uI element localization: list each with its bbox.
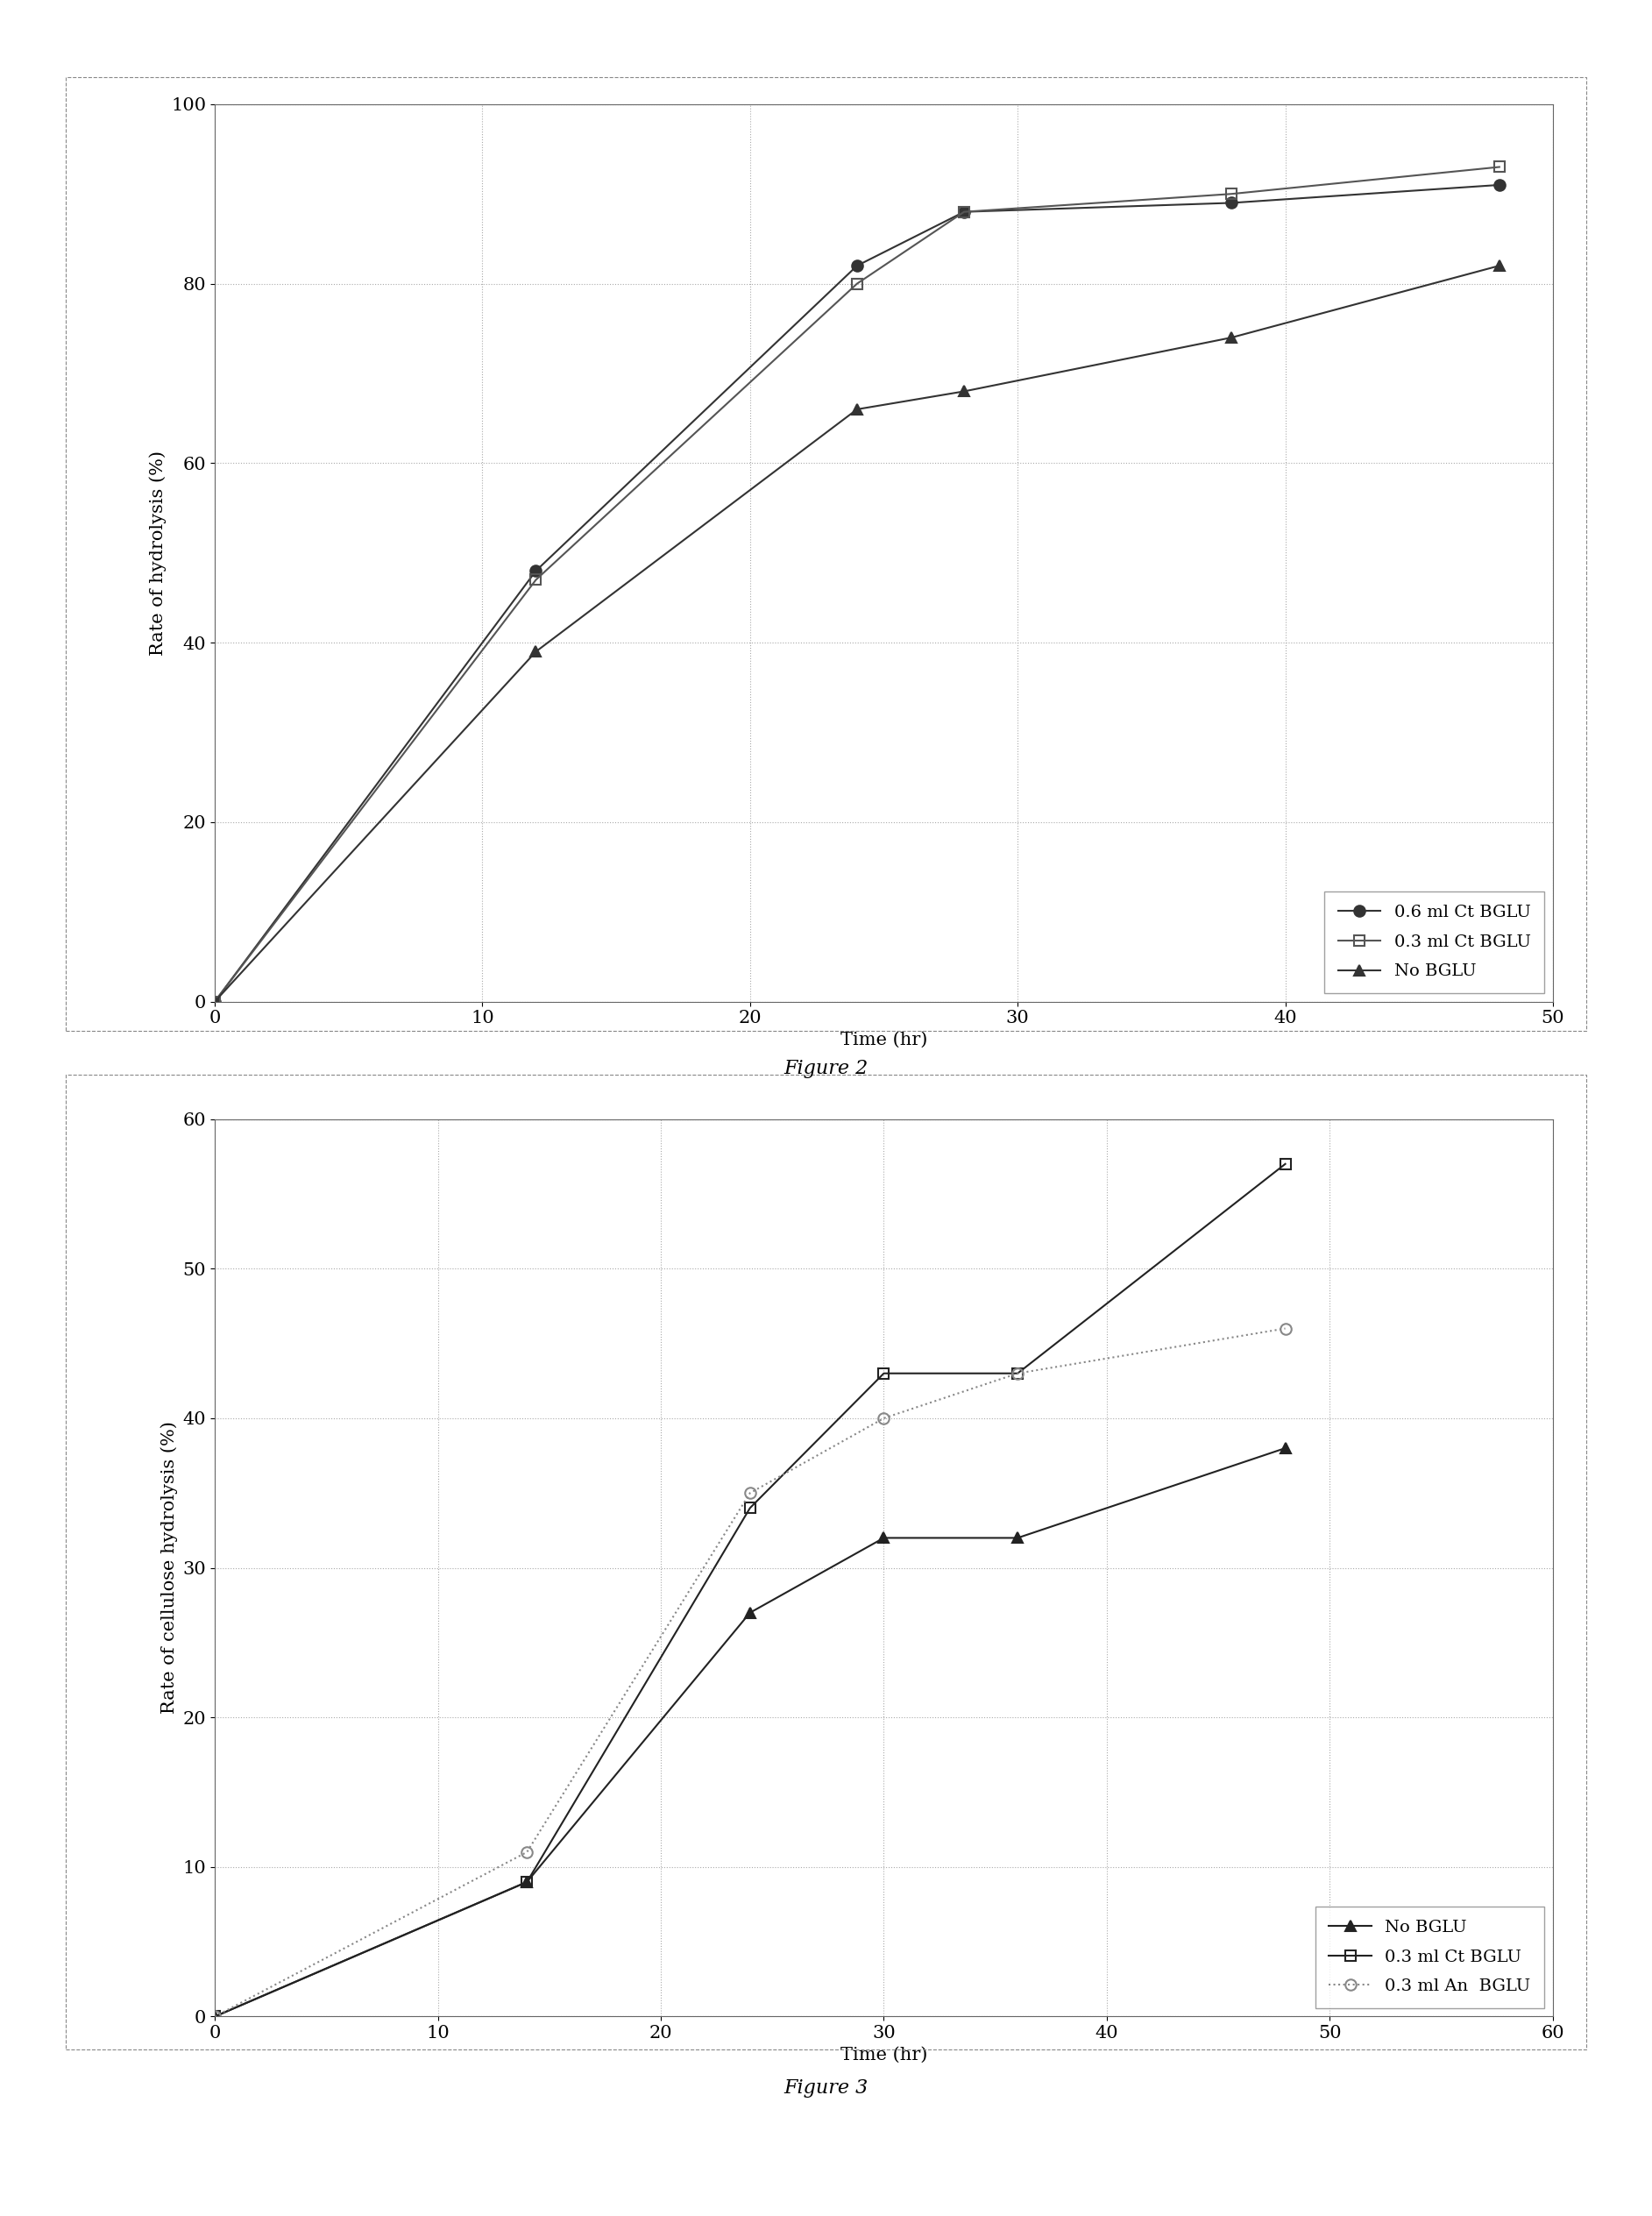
0.3 ml Ct BGLU	[1008, 1361, 1028, 1387]
0.3 ml Ct BGLU	[1275, 1150, 1295, 1177]
X-axis label: Time (hr): Time (hr)	[841, 2048, 927, 2063]
0.3 ml Ct BGLU	[517, 1868, 537, 1895]
0.3 ml Ct BGLU	[847, 270, 867, 297]
0.6 ml Ct BGLU	[1490, 171, 1510, 197]
0.3 ml An  BGLU	[1008, 1361, 1028, 1387]
No BGLU	[517, 1868, 537, 1895]
No BGLU	[1222, 324, 1242, 350]
0.3 ml An  BGLU	[205, 2003, 225, 2030]
0.3 ml Ct BGLU	[525, 567, 545, 594]
0.6 ml Ct BGLU	[205, 988, 225, 1015]
0.6 ml Ct BGLU	[1222, 191, 1242, 217]
0.3 ml An  BGLU	[517, 1839, 537, 1866]
0.3 ml Ct BGLU	[205, 2003, 225, 2030]
0.6 ml Ct BGLU	[955, 199, 975, 226]
0.3 ml An  BGLU	[740, 1480, 760, 1507]
No BGLU	[847, 397, 867, 423]
0.3 ml Ct BGLU	[1490, 153, 1510, 179]
No BGLU	[1008, 1525, 1028, 1551]
0.3 ml An  BGLU	[1275, 1316, 1295, 1343]
Line: 0.3 ml An  BGLU: 0.3 ml An BGLU	[210, 1323, 1290, 2021]
Legend: No BGLU, 0.3 ml Ct BGLU, 0.3 ml An  BGLU: No BGLU, 0.3 ml Ct BGLU, 0.3 ml An BGLU	[1315, 1906, 1545, 2008]
0.3 ml Ct BGLU	[740, 1494, 760, 1520]
Line: No BGLU: No BGLU	[210, 1443, 1290, 2021]
Legend: 0.6 ml Ct BGLU, 0.3 ml Ct BGLU, No BGLU: 0.6 ml Ct BGLU, 0.3 ml Ct BGLU, No BGLU	[1325, 891, 1545, 993]
Y-axis label: Rate of hydrolysis (%): Rate of hydrolysis (%)	[149, 450, 167, 656]
No BGLU	[205, 988, 225, 1015]
0.3 ml An  BGLU	[874, 1405, 894, 1432]
Line: 0.3 ml Ct BGLU: 0.3 ml Ct BGLU	[210, 162, 1505, 1006]
Line: No BGLU: No BGLU	[210, 259, 1505, 1006]
0.3 ml Ct BGLU	[1222, 179, 1242, 206]
Y-axis label: Rate of cellulose hydrolysis (%): Rate of cellulose hydrolysis (%)	[160, 1420, 178, 1715]
No BGLU	[874, 1525, 894, 1551]
0.3 ml Ct BGLU	[955, 199, 975, 226]
Text: Figure 3: Figure 3	[783, 2079, 869, 2099]
No BGLU	[1490, 253, 1510, 279]
No BGLU	[205, 2003, 225, 2030]
0.6 ml Ct BGLU	[847, 253, 867, 279]
No BGLU	[955, 379, 975, 406]
No BGLU	[740, 1600, 760, 1627]
Line: 0.3 ml Ct BGLU: 0.3 ml Ct BGLU	[210, 1159, 1290, 2021]
0.6 ml Ct BGLU	[525, 558, 545, 585]
0.3 ml Ct BGLU	[874, 1361, 894, 1387]
X-axis label: Time (hr): Time (hr)	[841, 1033, 927, 1048]
0.3 ml Ct BGLU	[205, 988, 225, 1015]
Line: 0.6 ml Ct BGLU: 0.6 ml Ct BGLU	[210, 179, 1505, 1006]
Text: Figure 2: Figure 2	[783, 1059, 869, 1079]
No BGLU	[525, 638, 545, 665]
No BGLU	[1275, 1436, 1295, 1463]
